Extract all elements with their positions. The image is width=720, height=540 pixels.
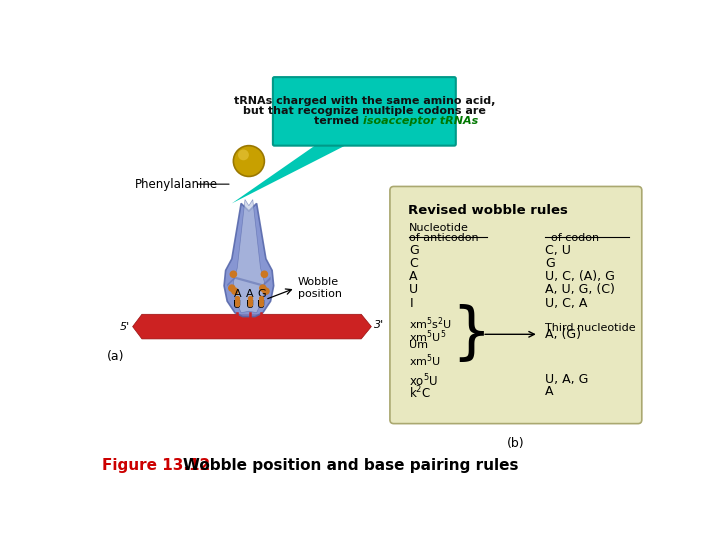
Circle shape (232, 288, 238, 294)
Text: of codon: of codon (551, 233, 599, 242)
Text: Wobble
position: Wobble position (297, 278, 342, 299)
Text: 3': 3' (374, 320, 384, 330)
Text: xm$^5$U: xm$^5$U (409, 353, 441, 369)
Text: I: I (409, 296, 413, 309)
Text: but that recognize multiple codons are: but that recognize multiple codons are (243, 106, 486, 117)
Text: }: } (451, 305, 491, 364)
Text: Figure 13.12: Figure 13.12 (102, 458, 210, 472)
Circle shape (233, 146, 264, 177)
Text: Phenylalanine: Phenylalanine (135, 178, 218, 191)
Text: (a): (a) (107, 350, 125, 363)
Text: C, U: C, U (545, 244, 571, 257)
Polygon shape (228, 276, 271, 287)
Text: G: G (545, 257, 554, 271)
Text: U, C, A: U, C, A (545, 296, 588, 309)
Text: G: G (409, 244, 419, 257)
Text: termed: termed (314, 117, 363, 126)
Text: xm$^5$s$^2$U: xm$^5$s$^2$U (409, 316, 452, 333)
Text: U, C, (A), G: U, C, (A), G (545, 271, 615, 284)
Text: k$^2$C: k$^2$C (409, 385, 431, 402)
Polygon shape (233, 200, 264, 313)
Text: isoacceptor tRNAs: isoacceptor tRNAs (363, 117, 478, 126)
Circle shape (263, 288, 269, 294)
Text: U: U (246, 300, 253, 310)
Circle shape (230, 271, 236, 278)
Text: A: A (545, 385, 554, 398)
Text: A, (G): A, (G) (545, 328, 581, 341)
Text: Revised wobble rules: Revised wobble rules (408, 204, 567, 217)
Text: U: U (233, 300, 241, 310)
Text: 5': 5' (120, 322, 130, 332)
Text: A: A (246, 289, 253, 299)
FancyBboxPatch shape (273, 77, 456, 146)
Text: A, U, G, (C): A, U, G, (C) (545, 284, 615, 296)
FancyBboxPatch shape (390, 186, 642, 423)
Text: G: G (257, 289, 266, 299)
Text: U: U (409, 284, 418, 296)
Text: xo$^5$U: xo$^5$U (409, 373, 438, 389)
Text: U, A, G: U, A, G (545, 373, 588, 386)
Text: Nucleotide: Nucleotide (409, 222, 469, 233)
Text: of anticodon: of anticodon (409, 233, 479, 242)
Polygon shape (132, 314, 372, 339)
Text: A: A (233, 289, 241, 299)
Circle shape (238, 150, 249, 160)
Polygon shape (224, 204, 274, 316)
Text: Wobble position and base pairing rules: Wobble position and base pairing rules (183, 458, 518, 472)
Circle shape (260, 285, 266, 291)
Circle shape (261, 271, 267, 278)
Text: (b): (b) (507, 437, 525, 450)
Text: C: C (409, 257, 418, 271)
Text: U: U (257, 300, 266, 310)
Circle shape (229, 285, 235, 291)
Text: xm$^5$U$^5$: xm$^5$U$^5$ (409, 328, 446, 345)
Polygon shape (232, 144, 348, 204)
Text: A: A (409, 271, 418, 284)
Text: Um: Um (409, 340, 428, 350)
Text: tRNAs charged with the same amino acid,: tRNAs charged with the same amino acid, (234, 96, 495, 106)
Text: Third nucleotide: Third nucleotide (545, 323, 636, 333)
